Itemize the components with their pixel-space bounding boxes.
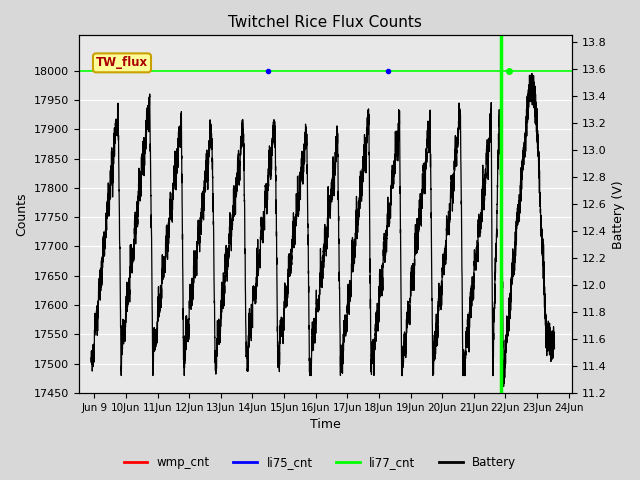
Y-axis label: Battery (V): Battery (V) bbox=[612, 180, 625, 249]
X-axis label: Time: Time bbox=[310, 419, 340, 432]
Y-axis label: Counts: Counts bbox=[15, 192, 28, 236]
Legend: wmp_cnt, li75_cnt, li77_cnt, Battery: wmp_cnt, li75_cnt, li77_cnt, Battery bbox=[119, 452, 521, 474]
Text: TW_flux: TW_flux bbox=[96, 56, 148, 69]
Title: Twitchel Rice Flux Counts: Twitchel Rice Flux Counts bbox=[228, 15, 422, 30]
